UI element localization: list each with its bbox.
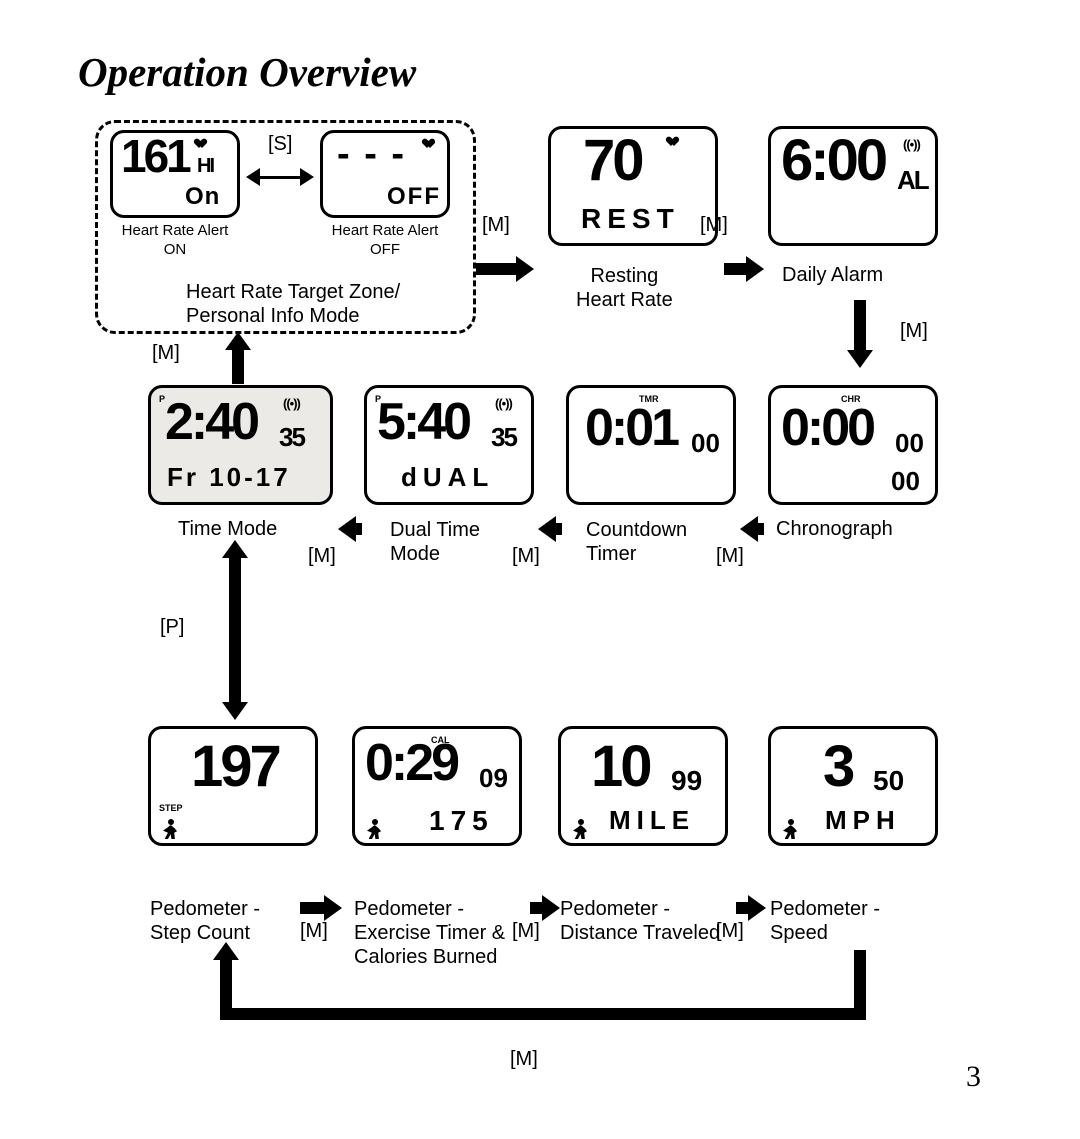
key-s: [S] <box>268 133 292 156</box>
lcd-value: 0:29 <box>365 733 457 793</box>
caption-dual: Dual Time Mode <box>390 518 480 566</box>
lcd-value: 70 <box>583 127 642 194</box>
signal-icon: ((•)) <box>903 137 920 152</box>
lcd-line2: Fr 10-17 <box>167 462 291 493</box>
key-m: [M] <box>482 214 510 237</box>
key-m: [M] <box>716 920 744 943</box>
caption-cdt: Countdown Timer <box>586 518 687 566</box>
lcd-calories: CAL 0:29 09 175 <box>352 726 522 846</box>
lcd-value: 2:40 <box>165 392 257 452</box>
heart-icon <box>199 139 209 149</box>
key-m: [M] <box>512 920 540 943</box>
lcd-sub: 50 <box>873 765 904 797</box>
lcd-value: 3 <box>823 733 852 800</box>
key-m: [M] <box>510 1048 538 1071</box>
lcd-speed: 3 50 MPH <box>768 726 938 846</box>
caption-step: Pedometer - Step Count <box>150 897 260 945</box>
key-m: [M] <box>152 342 180 365</box>
key-m: [M] <box>900 320 928 343</box>
caption-time: Time Mode <box>178 518 277 541</box>
lcd-line2: dUAL <box>401 462 494 493</box>
lcd-line2: MILE <box>609 805 695 836</box>
key-m: [M] <box>300 920 328 943</box>
lcd-chronograph: CHR 0:00 00 00 <box>768 385 938 505</box>
page-title: Operation Overview <box>78 48 416 96</box>
arrow-double-horizontal <box>246 168 314 186</box>
runner-icon <box>571 819 589 841</box>
lcd-flag: STEP <box>159 803 183 813</box>
key-p: [P] <box>160 616 184 639</box>
signal-icon: ((•)) <box>283 396 300 411</box>
lcd-value: 161 <box>121 130 189 183</box>
lcd-line2: REST <box>581 203 680 235</box>
caption-cal: Pedometer - Exercise Timer & Calories Bu… <box>354 897 505 969</box>
lcd-sub: 35 <box>491 422 516 453</box>
key-m: [M] <box>512 545 540 568</box>
lcd-sub: 00 <box>895 428 924 459</box>
lcd-countdown: TMR 0:01 00 <box>566 385 736 505</box>
arrow-double-vertical <box>222 540 248 720</box>
page-number: 3 <box>966 1060 981 1094</box>
lcd-line2: OFF <box>387 183 441 211</box>
runner-icon <box>161 819 179 841</box>
page: Operation Overview Heart Rate Target Zon… <box>0 0 1080 1139</box>
lcd-line2: On <box>185 183 220 211</box>
lcd-value: - - - <box>337 133 406 176</box>
key-m: [M] <box>716 545 744 568</box>
lcd-time-mode: P 2:40 ((•)) 35 Fr 10-17 <box>148 385 333 505</box>
lcd-sub: 00 <box>691 428 720 459</box>
lcd-hr-alert-off: - - - OFF <box>320 130 450 218</box>
lcd-sub: 35 <box>279 422 304 453</box>
caption-alarm: Daily Alarm <box>782 264 883 287</box>
lcd-resting-hr: 70 REST <box>548 126 718 246</box>
key-m: [M] <box>308 545 336 568</box>
caption-rest: Resting Heart Rate <box>576 264 673 312</box>
lcd-step-count: 197 STEP <box>148 726 318 846</box>
caption-mile: Pedometer - Distance Traveled <box>560 897 720 945</box>
lcd-sub: 99 <box>671 765 702 797</box>
lcd-dual-time: P 5:40 ((•)) 35 dUAL <box>364 385 534 505</box>
lcd-line2: 175 <box>429 805 494 837</box>
lcd-line2: MPH <box>825 805 901 836</box>
lcd-value: 0:01 <box>585 398 677 458</box>
lcd-sub: 09 <box>479 763 508 794</box>
lcd-value: 6:00 <box>781 127 885 194</box>
lcd-sub: HI <box>197 155 213 178</box>
caption-mph: Pedometer - Speed <box>770 897 880 945</box>
arrow-loop <box>214 960 866 1040</box>
lcd-daily-alarm: 6:00 ((•)) AL <box>768 126 938 246</box>
runner-icon <box>781 819 799 841</box>
key-m: [M] <box>700 214 728 237</box>
heart-icon <box>427 139 437 149</box>
runner-icon <box>365 819 383 841</box>
lcd-value: 197 <box>191 733 279 800</box>
caption-chr: Chronograph <box>776 518 893 541</box>
lcd-hr-alert-on: 161 HI On <box>110 130 240 218</box>
group-caption: Heart Rate Target Zone/ Personal Info Mo… <box>186 280 400 328</box>
lcd-value: 5:40 <box>377 392 469 452</box>
lcd-value: 10 <box>591 733 650 800</box>
lcd-distance: 10 99 MILE <box>558 726 728 846</box>
lcd-line2: 00 <box>891 466 920 497</box>
caption-hr-off: Heart Rate Alert OFF <box>322 221 448 259</box>
lcd-value: 0:00 <box>781 398 873 458</box>
signal-icon: ((•)) <box>495 396 512 411</box>
heart-icon <box>671 137 681 147</box>
caption-hr-on: Heart Rate Alert ON <box>112 221 238 259</box>
lcd-sub: AL <box>897 165 928 196</box>
